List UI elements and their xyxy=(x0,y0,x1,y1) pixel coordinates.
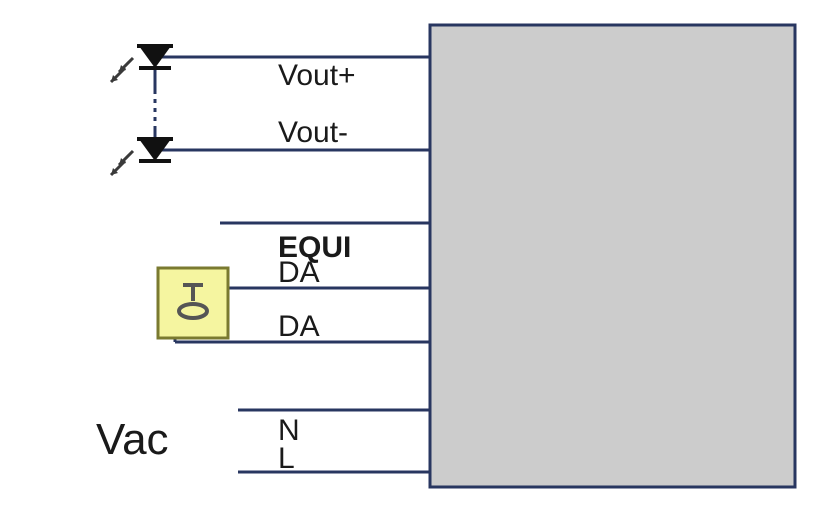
led-bottom-symbol xyxy=(111,139,173,175)
ground-box xyxy=(158,268,228,338)
wiring-diagram: Vout+ Vout- EQUI DA DA N L Vac xyxy=(0,0,827,518)
driver-block xyxy=(430,25,795,487)
label-vout-plus: Vout+ xyxy=(278,59,356,92)
led-top-symbol xyxy=(111,46,173,82)
label-da-1: DA xyxy=(278,256,320,289)
label-l: L xyxy=(278,442,295,475)
label-da-2: DA xyxy=(278,310,320,343)
label-vac: Vac xyxy=(96,415,169,464)
label-vout-minus: Vout- xyxy=(278,116,348,149)
